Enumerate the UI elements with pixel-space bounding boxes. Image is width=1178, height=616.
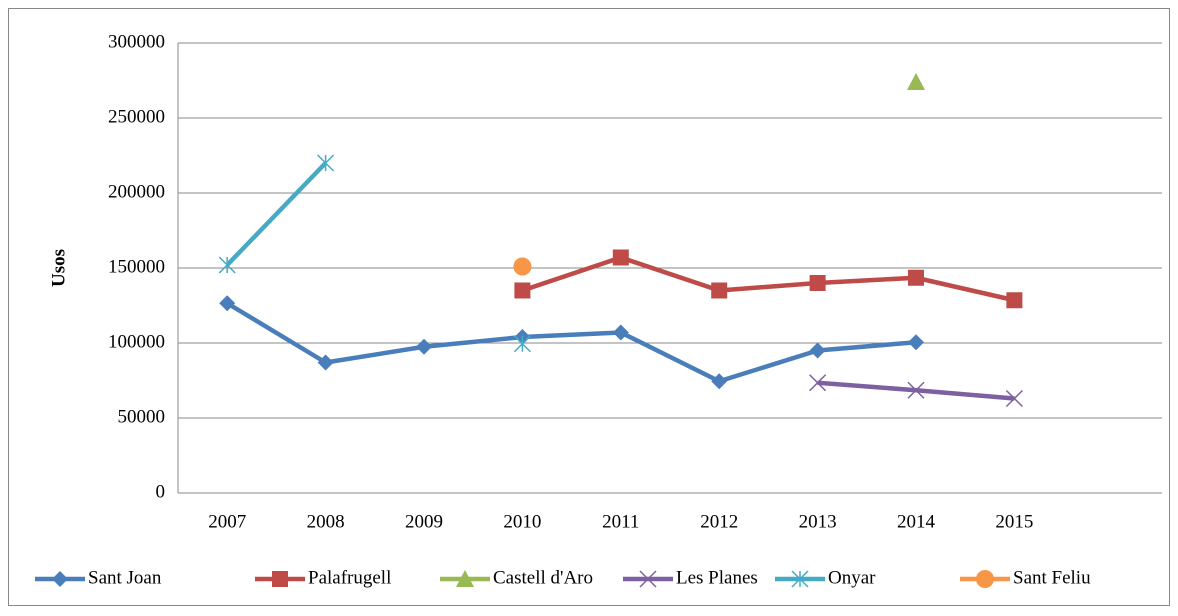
x-tick-label: 2011 xyxy=(602,511,639,532)
marker xyxy=(1006,292,1023,309)
legend-label: Sant Feliu xyxy=(1013,567,1091,588)
x-tick-label: 2008 xyxy=(307,511,345,532)
marker xyxy=(907,381,925,399)
chart-border xyxy=(8,8,1170,606)
marker xyxy=(513,335,531,353)
marker xyxy=(711,373,728,390)
legend-label: Castell d'Aro xyxy=(493,567,593,588)
marker xyxy=(612,249,629,266)
marker xyxy=(711,282,728,299)
marker xyxy=(272,571,288,587)
x-tick-label: 2014 xyxy=(897,511,936,532)
legend-label: Les Planes xyxy=(676,567,758,588)
y-tick-label: 50000 xyxy=(118,406,166,427)
legend-label: Palafrugell xyxy=(308,567,391,588)
y-axis-label: Usos xyxy=(48,249,69,287)
marker xyxy=(809,342,826,359)
marker xyxy=(456,570,474,587)
marker xyxy=(218,256,236,274)
y-tick-label: 0 xyxy=(156,481,166,502)
marker xyxy=(791,570,809,588)
marker xyxy=(639,570,657,588)
y-tick-label: 300000 xyxy=(108,31,165,52)
x-tick-label: 2009 xyxy=(405,511,443,532)
marker xyxy=(612,324,629,341)
y-tick-label: 250000 xyxy=(108,106,165,127)
legend-label: Sant Joan xyxy=(88,567,162,588)
marker xyxy=(907,73,925,90)
marker xyxy=(219,295,236,312)
marker xyxy=(1005,389,1023,408)
x-tick-label: 2015 xyxy=(995,511,1033,532)
y-tick-label: 150000 xyxy=(108,256,165,277)
x-tick-label: 2007 xyxy=(208,511,246,532)
marker xyxy=(52,571,68,587)
y-tick-label: 100000 xyxy=(108,331,165,352)
marker xyxy=(809,275,826,291)
marker xyxy=(809,374,827,392)
x-tick-label: 2010 xyxy=(503,511,541,532)
x-tick-label: 2013 xyxy=(799,511,837,532)
marker xyxy=(317,354,334,371)
marker xyxy=(976,570,994,588)
marker xyxy=(513,257,532,276)
marker xyxy=(416,338,432,355)
marker xyxy=(908,269,924,286)
series-line xyxy=(521,255,1015,303)
marker xyxy=(908,334,924,351)
series-line xyxy=(226,301,917,384)
legend-label: Onyar xyxy=(828,567,876,588)
marker xyxy=(514,282,531,299)
x-tick-label: 2012 xyxy=(700,511,738,532)
marker xyxy=(317,154,335,172)
y-tick-label: 200000 xyxy=(108,181,165,202)
